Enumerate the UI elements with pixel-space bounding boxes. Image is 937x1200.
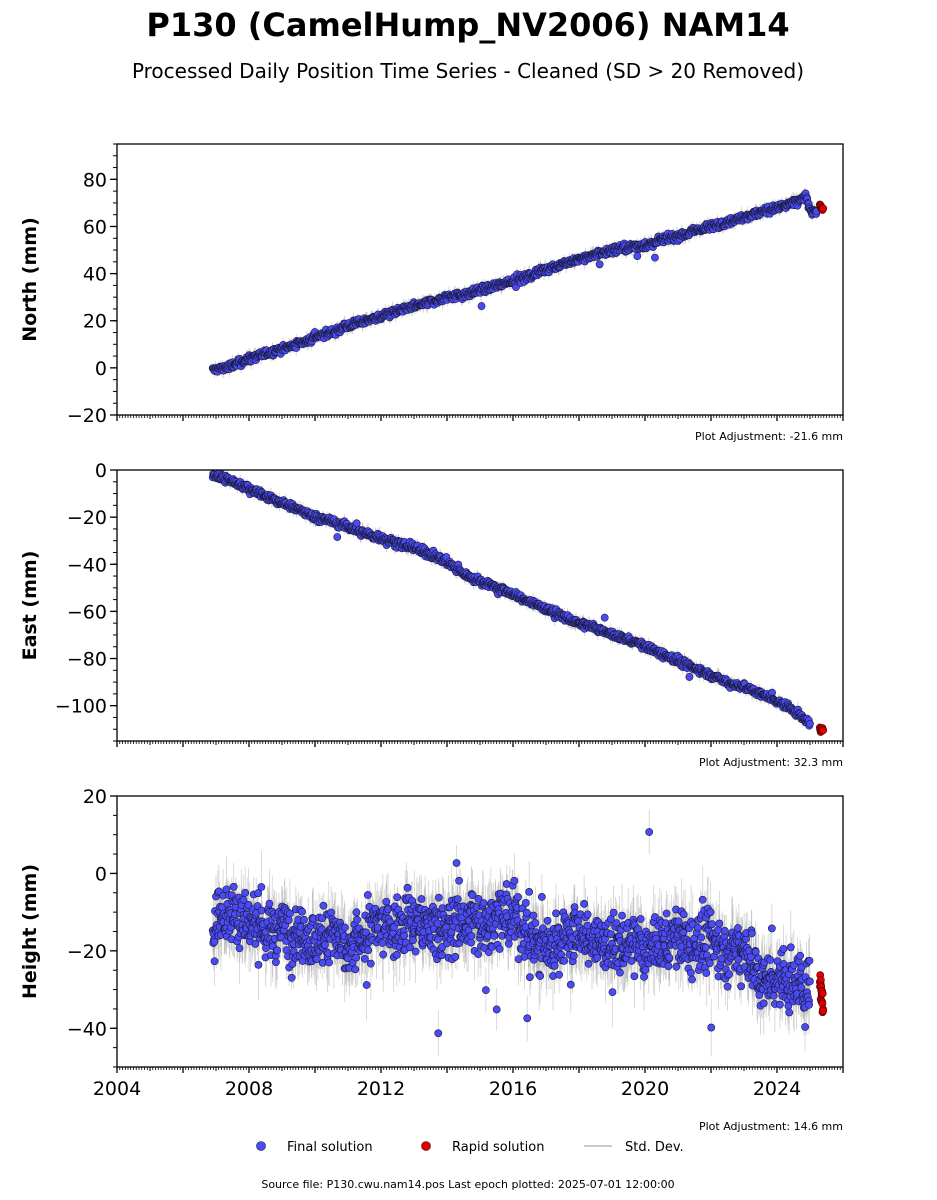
- y-tick-label: 40: [83, 264, 107, 286]
- final-point: [333, 533, 342, 541]
- chart-title: P130 (CamelHump_NV2006) NAM14: [146, 6, 789, 44]
- east-rapid-points: [816, 723, 828, 736]
- rapid-point: [819, 726, 828, 735]
- y-tick-label: 20: [83, 311, 107, 333]
- east-axes-frame: [116, 469, 844, 742]
- north-axes-frame: [116, 143, 844, 416]
- final-point: [477, 302, 486, 310]
- north-plot-adjustment: Plot Adjustment: -21.6 mm: [695, 430, 843, 443]
- y-tick-label: 80: [83, 169, 107, 191]
- east-plot-area: [208, 470, 828, 736]
- y-tick-label: −20: [67, 507, 107, 529]
- final-point: [806, 719, 814, 728]
- north-panel: 80 60 40 20 0 −20 North (mm) Plot Adjustment: -…: [19, 143, 844, 443]
- y-tick-label: −40: [67, 554, 107, 576]
- y-tick-label: 0: [95, 358, 107, 380]
- final-point: [651, 253, 659, 262]
- y-tick-label: 0: [95, 460, 107, 482]
- final-point: [212, 470, 217, 471]
- north-axis-label: North (mm): [19, 217, 41, 342]
- y-tick-label: −80: [67, 649, 107, 671]
- chart-subtitle: Processed Daily Position Time Series - C…: [132, 59, 804, 83]
- final-point: [595, 260, 604, 269]
- north-final-points: [208, 189, 821, 376]
- rapid-point: [819, 204, 828, 213]
- final-point: [600, 613, 609, 622]
- final-point: [685, 673, 694, 681]
- east-final-points: [208, 470, 814, 730]
- y-tick-label: −20: [67, 405, 107, 427]
- y-tick-label: −60: [67, 601, 107, 623]
- y-tick-label: 60: [83, 216, 107, 238]
- north-rapid-points: [816, 200, 828, 214]
- final-point: [633, 252, 642, 260]
- y-tick-label: −100: [55, 696, 107, 718]
- north-plot-area: [208, 188, 828, 379]
- final-point: [352, 519, 361, 528]
